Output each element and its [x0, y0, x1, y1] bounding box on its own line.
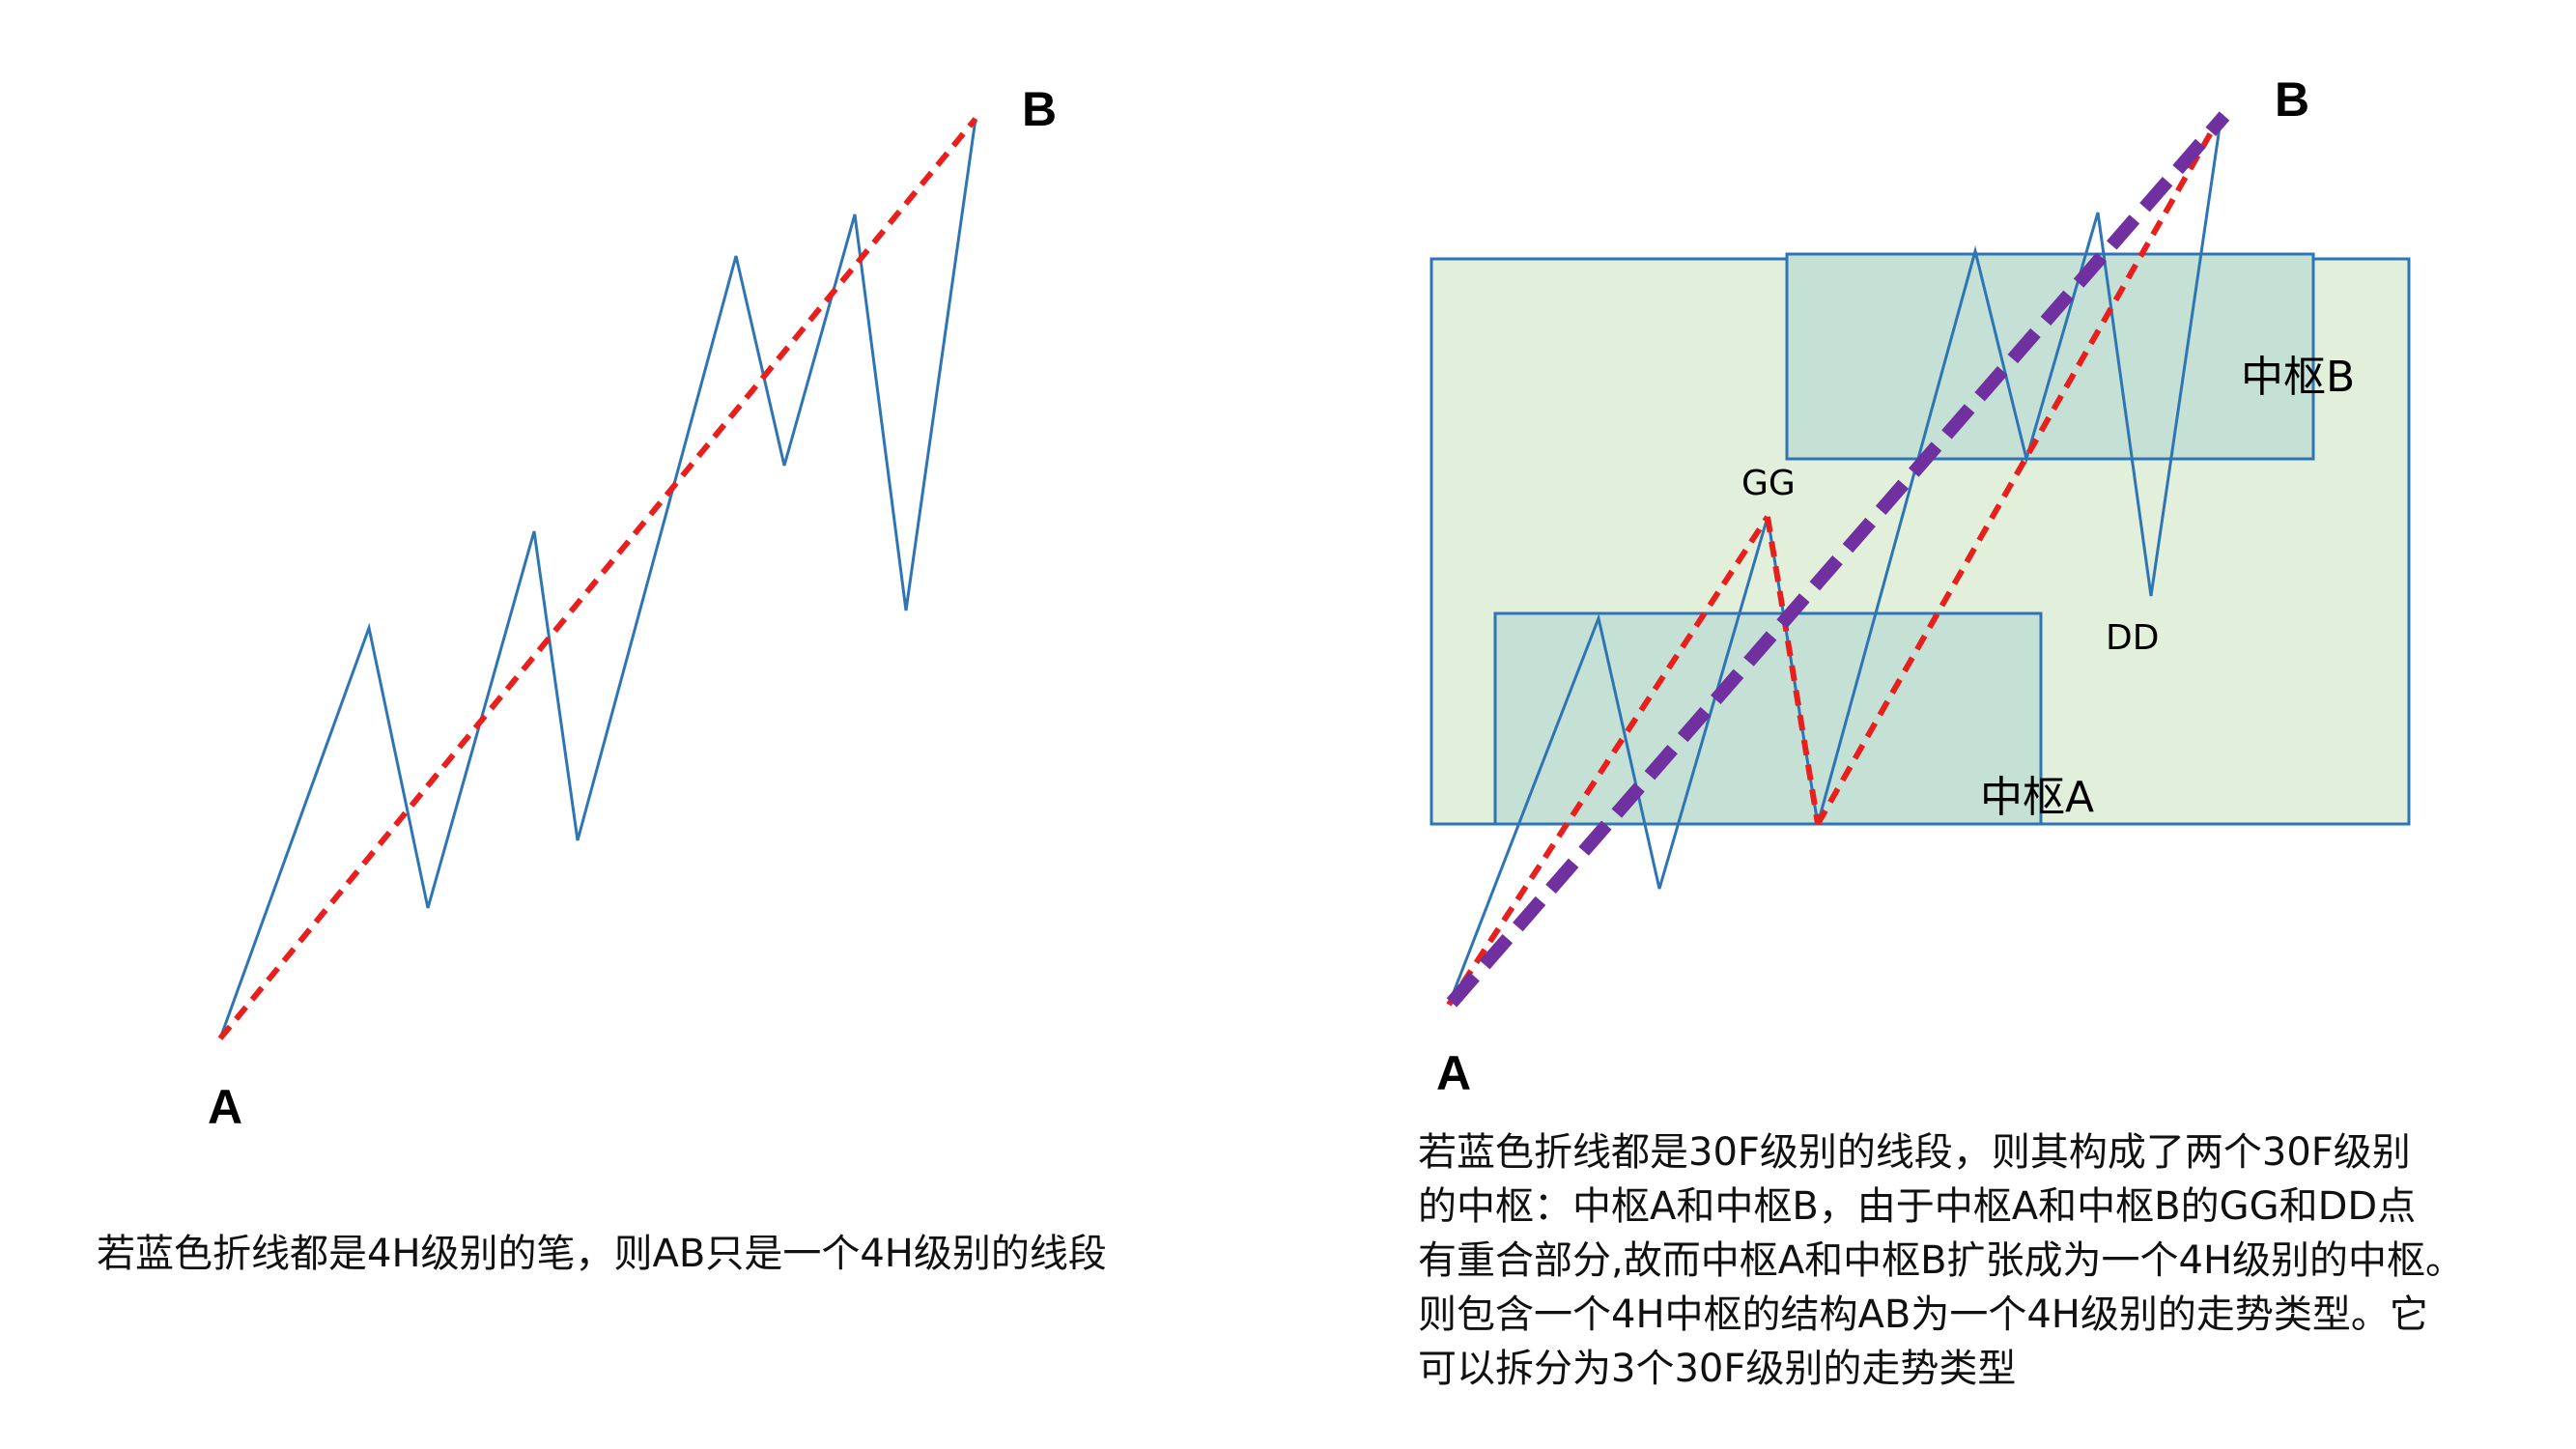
label-gg: GG — [1741, 464, 1796, 503]
right-caption-line: 若蓝色折线都是30F级别的线段，则其构成了两个30F级别 — [1418, 1130, 2411, 1175]
left-diagram: A B — [208, 82, 1057, 1134]
dd-to-b-dashed-line — [1815, 112, 2224, 826]
left-label-b: B — [1022, 82, 1057, 136]
zone-b-box — [1785, 252, 2315, 461]
right-caption-line: 有重合部分,故而中枢A和中枢B扩张成为一个4H级别的中枢。 — [1418, 1238, 2465, 1283]
label-zone-b: 中枢B — [2241, 353, 2355, 402]
ab-purple-dashed-line — [1446, 111, 2230, 1008]
right-label-b: B — [2275, 72, 2309, 127]
left-ab-dashed-line — [217, 117, 978, 1040]
left-caption: 若蓝色折线都是4H级别的笔，则AB只是一个4H级别的线段 — [97, 1232, 1107, 1276]
right-caption-line: 的中枢：中枢A和中枢B，由于中枢A和中枢B的GG和DD点 — [1418, 1184, 2417, 1229]
label-dd: DD — [2106, 618, 2159, 658]
right-label-a: A — [1436, 1046, 1471, 1100]
gg-to-dd-dashed-line — [1765, 516, 1821, 825]
left-blue-zigzag — [218, 118, 977, 1039]
label-zone-a: 中枢A — [1980, 773, 2094, 822]
a-to-gg-dashed-line — [1446, 515, 1770, 1007]
right-blue-zigzag — [1447, 113, 2223, 1006]
right-diagram: A B GG DD 中枢A 中枢B — [1430, 72, 2411, 1100]
right-caption-line: 可以拆分为3个30F级别的走势类型 — [1418, 1347, 2017, 1391]
right-caption-line: 则包含一个4H中枢的结构AB为一个4H级别的走势类型。它 — [1418, 1293, 2428, 1337]
right-caption: 若蓝色折线都是30F级别的线段，则其构成了两个30F级别 的中枢：中枢A和中枢B… — [1418, 1125, 2464, 1396]
left-label-a: A — [208, 1080, 242, 1134]
